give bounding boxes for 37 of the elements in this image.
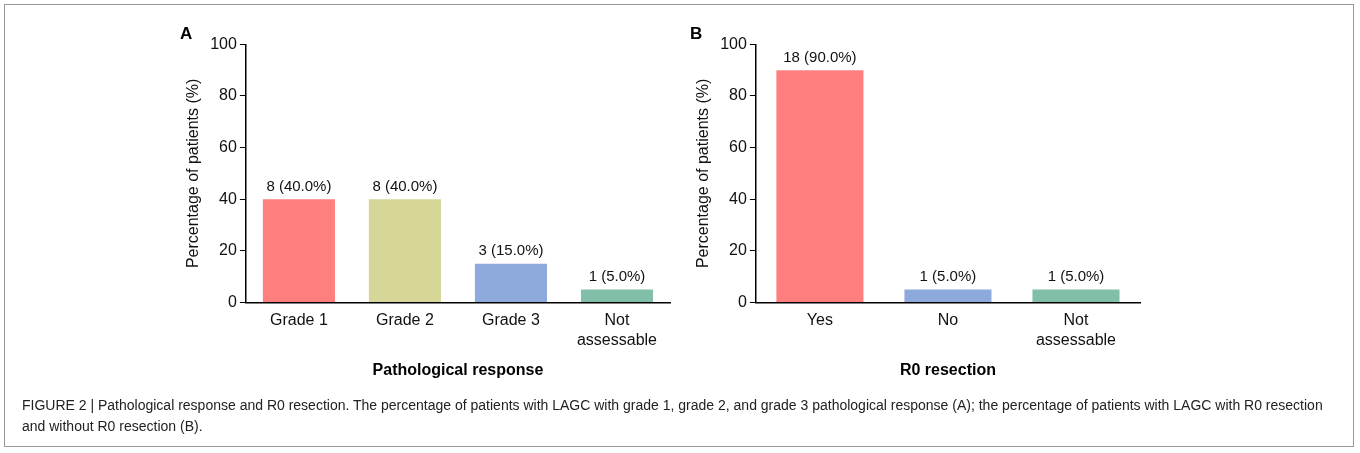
- x-tick-label: No: [937, 311, 959, 329]
- bar: [474, 263, 548, 302]
- x-tick-label: Yes: [806, 311, 833, 329]
- x-tick-label: Grade 3: [482, 311, 540, 329]
- data-label: 8 (40.0%): [266, 176, 332, 194]
- chart-title: B: [690, 23, 703, 43]
- y-axis-title: Percentage of patients (%): [184, 78, 202, 269]
- chart-title: A: [180, 23, 193, 43]
- data-label: 1 (5.0%): [1047, 267, 1105, 285]
- x-tick-label: Grade 1: [270, 311, 328, 329]
- bar: [580, 289, 654, 302]
- x-axis-title: Pathological response: [372, 360, 544, 378]
- caption: FIGURE 2 | Pathological response and R0 resection. The percentage of patients with LAGC with grade 1, grade 2, and grade 3 pathological response (A); the percentage of patients with LAGC with R0 resection and without R0 resection (B).: [22, 396, 1324, 436]
- y-tick-label: 100: [210, 34, 237, 52]
- x-tick-label: Grade 2: [376, 311, 434, 329]
- x-tick-label: Not assessable: [1035, 311, 1117, 348]
- y-tick-label: 80: [729, 86, 747, 104]
- bar: [262, 199, 335, 302]
- x-tick-label: Not assessable: [576, 311, 658, 348]
- y-tick-label: 20: [219, 241, 237, 259]
- y-tick-label: 80: [219, 86, 237, 104]
- y-tick-label: 0: [227, 292, 237, 310]
- y-tick-label: 100: [720, 34, 747, 52]
- bar: [368, 199, 441, 302]
- y-tick-label: 60: [729, 138, 747, 156]
- y-axis-title: Percentage of patients (%): [694, 78, 712, 269]
- y-tick-label: 60: [219, 138, 237, 156]
- data-label: 18 (90.0%): [783, 47, 857, 65]
- data-label: 8 (40.0%): [372, 176, 438, 194]
- data-label: 1 (5.0%): [588, 267, 646, 285]
- data-label: 3 (15.0%): [478, 241, 544, 259]
- y-tick-label: 40: [729, 189, 747, 207]
- y-tick-label: 20: [729, 241, 747, 259]
- x-axis-title: R0 resection: [899, 360, 996, 378]
- y-tick-label: 40: [219, 189, 237, 207]
- y-tick-label: 0: [737, 292, 747, 310]
- data-label: 1 (5.0%): [919, 267, 977, 285]
